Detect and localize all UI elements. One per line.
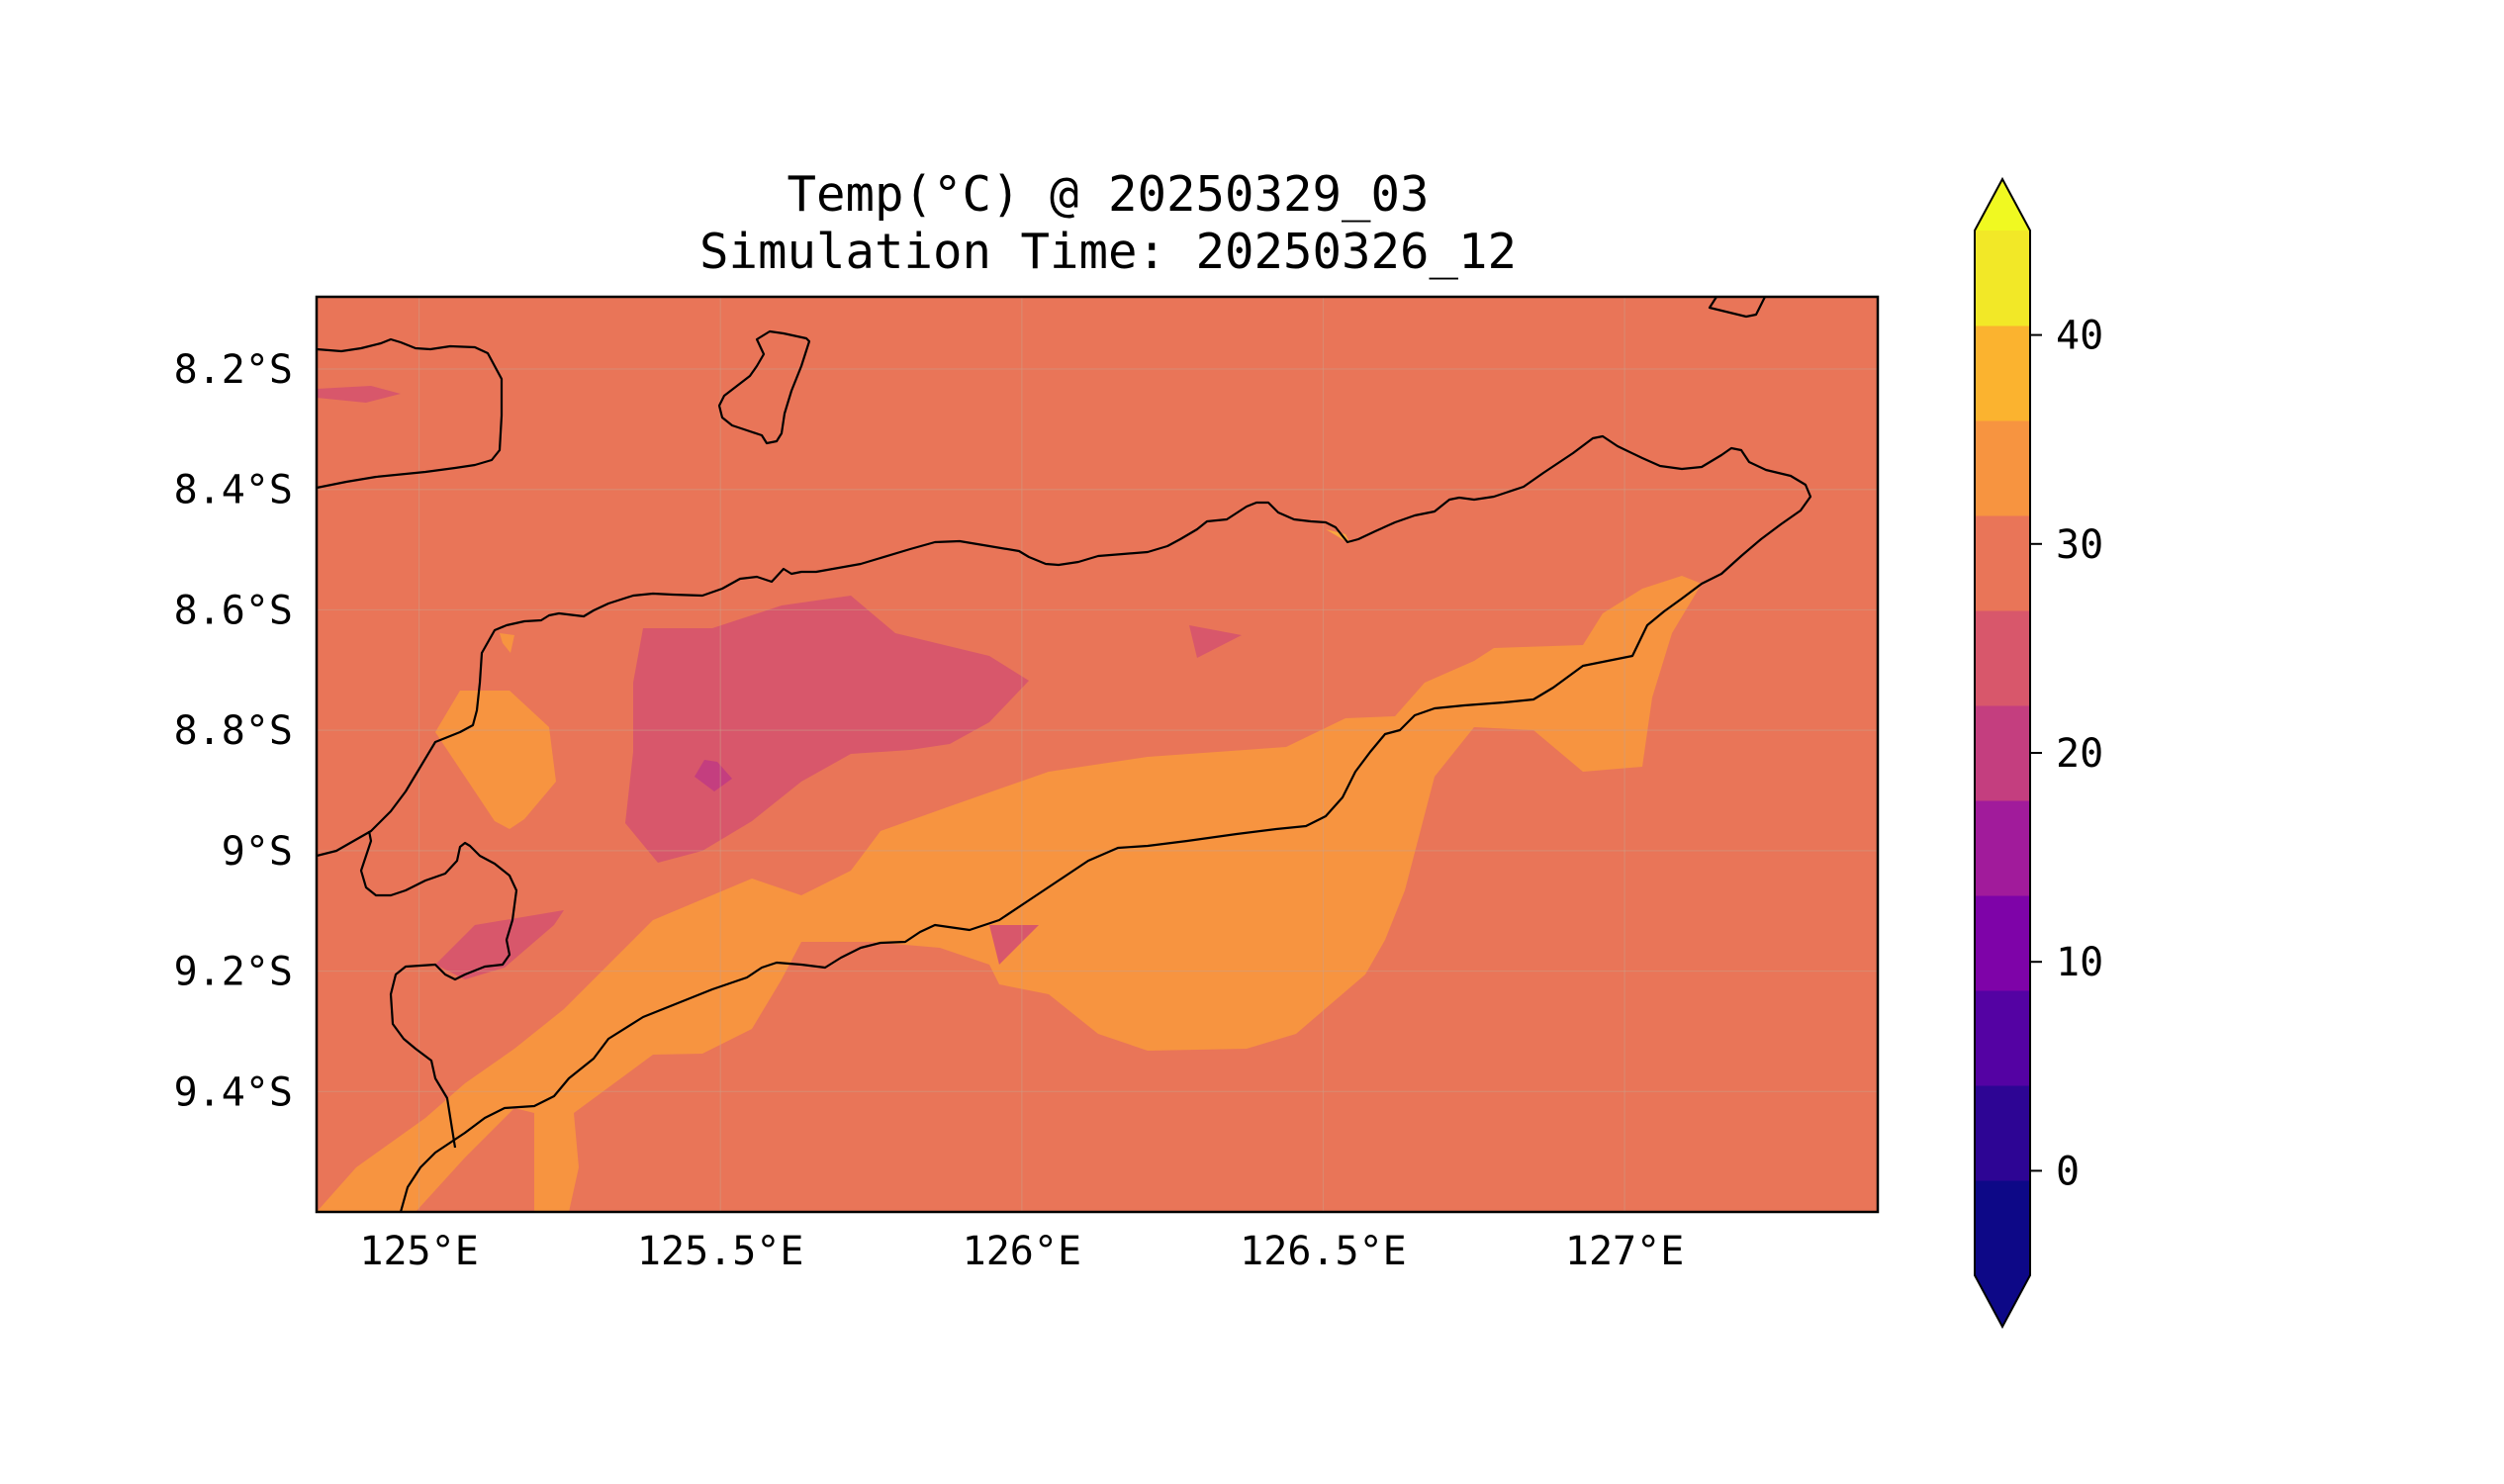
map-subtitle: Simulation Time: 20250326_12: [698, 224, 1517, 280]
colorbar-tick-label: 0: [2056, 1149, 2080, 1194]
coastline-north-island: [317, 337, 504, 490]
colorbar-segment: [1975, 800, 2030, 896]
cooler-spot: [695, 760, 732, 791]
colorbar-segment: [1975, 705, 2030, 801]
colorbar-segment: [1975, 420, 2030, 516]
y-tick-label: 9.2°S: [174, 950, 293, 995]
warm-region-west: [435, 691, 556, 829]
colorbar-extend-min: [1975, 1275, 2030, 1327]
cool-region-east: [1189, 625, 1242, 658]
colorbar-segment: [1975, 990, 2030, 1086]
cool-region-small-2: [989, 925, 1039, 965]
warmer-spot: [1326, 529, 1350, 544]
y-tick-label: 8.2°S: [174, 347, 293, 393]
colorbar-segment: [1975, 325, 2030, 421]
cool-region-central: [625, 596, 1029, 863]
map-title: Temp(°C) @ 20250329_03: [787, 166, 1430, 223]
warm-region-main: [317, 576, 1702, 1212]
x-tick-label: 126.5°E: [1240, 1229, 1407, 1274]
y-tick-label: 9.4°S: [174, 1069, 293, 1115]
colorbar: 40 30 20 10 0: [1974, 176, 2103, 1330]
coastline-west-peninsula: [359, 830, 518, 1149]
colorbar-outline: [1974, 176, 2031, 1330]
warm-region-small: [500, 633, 514, 653]
colorbar-tick-label: 40: [2056, 314, 2103, 359]
colorbar-tick-label: 10: [2056, 940, 2103, 985]
colorbar-segment: [1975, 1085, 2030, 1181]
colorbar-extend-max: [1975, 179, 2030, 231]
y-axis-labels: 8.2°S 8.4°S 8.6°S 8.8°S 9°S 9.2°S 9.4°S: [174, 347, 293, 1115]
cool-region-south: [435, 910, 564, 979]
x-axis-labels: 125°E 125.5°E 126°E 126.5°E 127°E: [359, 1229, 1684, 1274]
x-tick-label: 126°E: [963, 1229, 1081, 1274]
coastline-atauro-island: [717, 329, 811, 445]
map-title-block: Temp(°C) @ 20250329_03 Simulation Time: …: [317, 166, 1900, 281]
colorbar-segment: [1975, 895, 2030, 991]
x-tick-label: 127°E: [1565, 1229, 1684, 1274]
cool-region-small-1: [317, 386, 401, 403]
colorbar-segment: [1975, 1180, 2030, 1276]
map-panel: [317, 297, 1878, 1212]
y-tick-label: 8.8°S: [174, 708, 293, 754]
coastlines: [317, 297, 1812, 1212]
coastline-main-island: [317, 434, 1812, 1212]
colorbar-segment: [1975, 231, 2030, 326]
y-tick-label: 8.6°S: [174, 588, 293, 633]
coastline-northeast-island: [1708, 297, 1766, 319]
y-tick-label: 8.4°S: [174, 468, 293, 513]
colorbar-segment: [1975, 515, 2030, 611]
map-frame: [315, 295, 1880, 1214]
colorbar-tick-label: 20: [2056, 731, 2103, 777]
colorbar-segment: [1975, 610, 2030, 706]
y-tick-label: 9°S: [222, 829, 293, 875]
x-tick-label: 125.5°E: [637, 1229, 804, 1274]
colorbar-tick-label: 30: [2056, 522, 2103, 568]
x-tick-label: 125°E: [359, 1229, 478, 1274]
